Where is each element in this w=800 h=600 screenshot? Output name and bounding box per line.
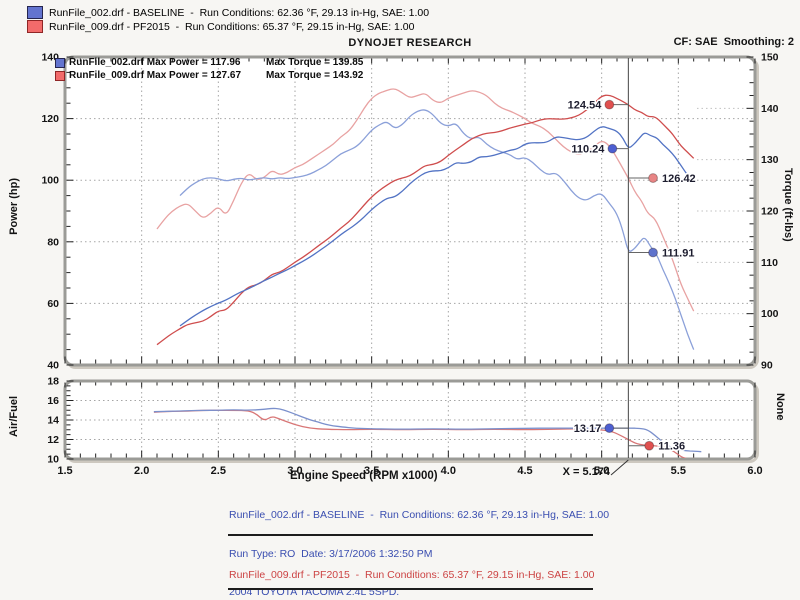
svg-text:4.0: 4.0 [441, 465, 456, 477]
cursor-marker-dot [607, 143, 618, 154]
cursor-pointer-line [610, 459, 629, 476]
cursor-marker-value: 110.24 [571, 143, 605, 155]
footer-baseline-runtype-date: Run Type: RO Date: 3/17/2006 1:32:50 PM [229, 547, 433, 560]
torque-axis-title: Torque (ft-lbs) [782, 168, 794, 242]
pf2015-torque-curve [156, 88, 695, 312]
cursor-marker-dot [644, 440, 655, 451]
cursor-marker-dot [648, 173, 658, 183]
svg-text:90: 90 [761, 360, 773, 372]
svg-text:16: 16 [47, 395, 59, 407]
cursor-marker-dot [604, 99, 615, 110]
baseline-max-swatch [55, 57, 65, 68]
svg-text:40: 40 [47, 360, 59, 372]
correction-smoothing-label: CF: SAE Smoothing: 2 [673, 36, 794, 48]
cursor-marker-value: 13.17 [574, 423, 602, 435]
grid-lines [67, 59, 753, 457]
svg-text:150: 150 [761, 52, 779, 64]
svg-text:2.5: 2.5 [211, 465, 226, 477]
svg-text:3.5: 3.5 [364, 465, 379, 477]
svg-text:18: 18 [47, 376, 59, 388]
report-title: DYNOJET RESEARCH [348, 37, 472, 49]
svg-text:130: 130 [761, 154, 779, 166]
baseline-power-curve [179, 126, 695, 327]
svg-text:10: 10 [47, 454, 59, 466]
max-legend-row-pf2015: RunFile_009.drf Max Power = 127.67 Max T… [55, 70, 363, 81]
svg-text:14: 14 [47, 415, 59, 427]
plot-box [63, 55, 757, 367]
svg-text:60: 60 [47, 298, 59, 310]
baseline-max-torque-label: Max Torque = 139.85 [266, 57, 364, 68]
axis-tick-labels: 140 120 100 80 60 40 150 140 130 120 110 100 90 18 16 1… [41, 52, 778, 478]
max-legend-row-baseline: RunFile_002.drf Max Power = 117.96 Max T… [55, 57, 363, 68]
svg-text:6.0: 6.0 [747, 465, 762, 477]
baseline-run-conditions: RunFile_002.drf - BASELINE - Run Conditi… [49, 6, 430, 19]
pf2015-max-swatch [55, 70, 65, 81]
svg-text:5.5: 5.5 [671, 465, 686, 477]
svg-text:5.0: 5.0 [594, 465, 609, 477]
footer-baseline-block: RunFile_002.drf - BASELINE - Run Conditi… [229, 483, 609, 600]
run-legend-row-baseline: RunFile_002.drf - BASELINE - Run Conditi… [27, 6, 429, 19]
svg-text:2.0: 2.0 [134, 465, 149, 477]
svg-text:3.0: 3.0 [287, 465, 302, 477]
baseline-color-swatch [27, 6, 43, 19]
pf2015-run-conditions: RunFile_009.drf - PF2015 - Run Condition… [49, 20, 415, 33]
svg-text:1.5: 1.5 [57, 465, 72, 477]
svg-text:140: 140 [41, 52, 59, 64]
footer-separator [228, 588, 593, 590]
pf2015-power-curve [156, 94, 695, 346]
svg-text:12: 12 [47, 434, 59, 446]
cursor-marker-value: 111.91 [662, 247, 694, 259]
baseline-torque-curve [179, 109, 695, 350]
baseline-max-power-label: RunFile_002.drf Max Power = 117.96 [69, 57, 241, 68]
run-legend-row-pf2015: RunFile_009.drf - PF2015 - Run Condition… [27, 20, 415, 33]
footer-separator [228, 534, 593, 536]
svg-text:100: 100 [41, 175, 59, 187]
cursor-marker-value: 11.36 [658, 441, 685, 453]
airfuel-axis-title: Air/Fuel [8, 396, 20, 437]
baseline-afr-curve [153, 407, 702, 453]
cursor-marker-dot [604, 423, 615, 433]
engine-speed-axis-title: Engine Speed (RPM x1000) [290, 470, 438, 482]
footer-pf2015-block: RunFile_009.drf - PF2015 - Run Condition… [229, 543, 595, 600]
cursor-marker-value: 126.42 [662, 173, 696, 185]
cursor-marker-dot [648, 247, 658, 258]
axis-ticks [64, 56, 756, 460]
svg-text:100: 100 [761, 308, 779, 320]
cursor-x-value-label: X = 5.174 [562, 466, 610, 478]
footer-baseline-conditions: RunFile_002.drf - BASELINE - Run Conditi… [229, 508, 610, 521]
power-axis-title: Power (hp) [8, 178, 20, 235]
svg-text:120: 120 [761, 206, 779, 218]
none-axis-title: None [774, 393, 786, 421]
footer-pf2015-conditions: RunFile_009.drf - PF2015 - Run Condition… [229, 568, 595, 581]
svg-text:120: 120 [41, 113, 59, 125]
svg-text:140: 140 [761, 103, 779, 115]
cursor-marker-value: 124.54 [568, 99, 603, 111]
svg-text:4.5: 4.5 [517, 465, 532, 477]
pf2015-max-power-label: RunFile_009.drf Max Power = 127.67 [69, 70, 242, 81]
pf2015-max-torque-label: Max Torque = 143.92 [266, 70, 364, 81]
svg-text:110: 110 [761, 257, 778, 269]
svg-text:80: 80 [47, 236, 59, 248]
pf2015-color-swatch [27, 20, 43, 33]
